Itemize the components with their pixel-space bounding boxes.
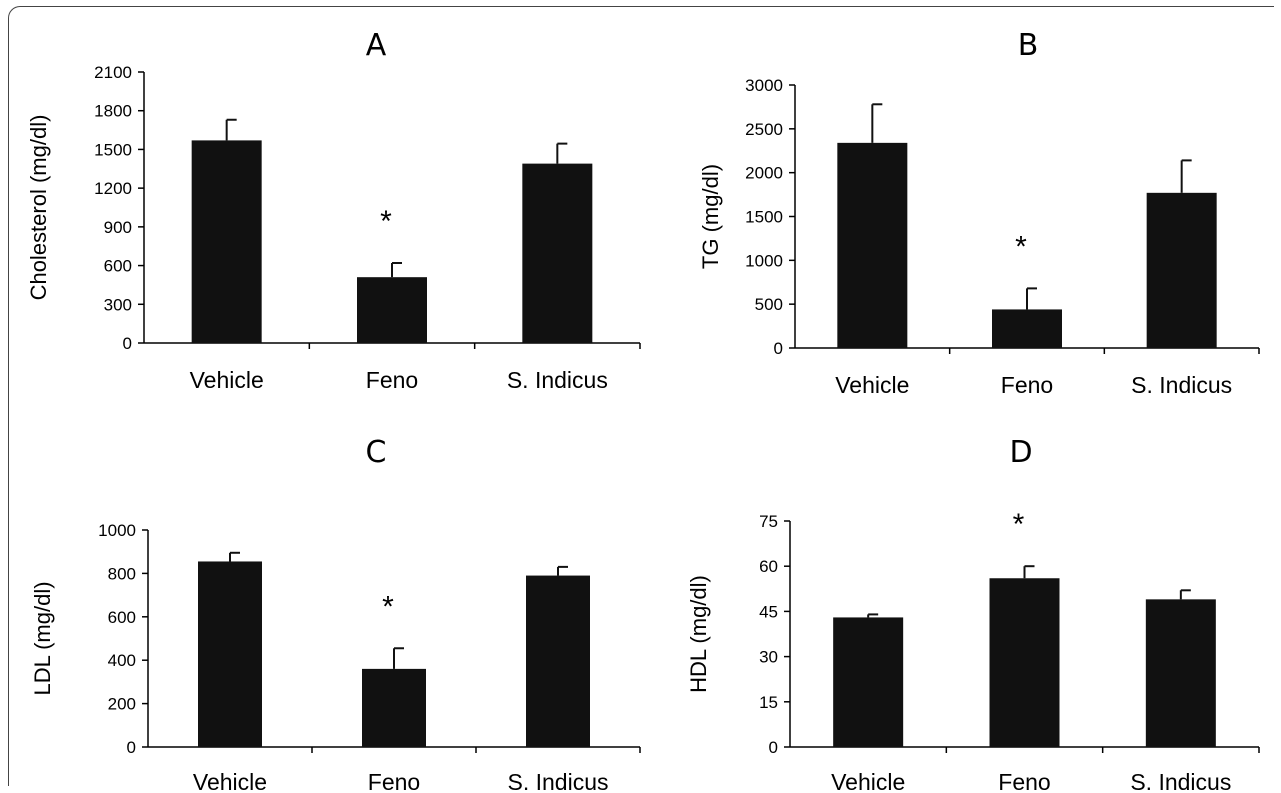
- x-category-label: Feno: [1001, 372, 1053, 398]
- bar: [357, 277, 427, 343]
- y-tick-label: 600: [108, 608, 136, 627]
- y-tick-label: 15: [759, 693, 778, 712]
- bar: [989, 578, 1060, 747]
- x-category-label: Feno: [998, 769, 1050, 793]
- y-tick-label: 1000: [98, 521, 136, 540]
- y-axis-label: LDL (mg/dl): [30, 581, 55, 695]
- bar: [833, 617, 904, 747]
- significance-marker: *: [382, 590, 394, 623]
- y-tick-label: 45: [759, 602, 778, 621]
- y-tick-label: 60: [759, 557, 778, 576]
- x-category-label: S. Indicus: [1130, 769, 1231, 793]
- y-tick-label: 200: [108, 695, 136, 714]
- y-tick-label: 900: [104, 218, 132, 237]
- x-category-label: S. Indicus: [507, 367, 608, 393]
- x-category-label: S. Indicus: [508, 769, 609, 793]
- y-tick-label: 1500: [745, 208, 783, 227]
- y-tick-label: 2100: [94, 63, 132, 82]
- y-tick-label: 3000: [745, 76, 783, 95]
- x-category-label: Vehicle: [831, 769, 905, 793]
- significance-marker: *: [1013, 508, 1025, 541]
- x-category-label: Vehicle: [835, 372, 909, 398]
- bar: [522, 163, 593, 343]
- bar: [1146, 192, 1217, 348]
- x-category-label: Feno: [366, 367, 418, 393]
- y-tick-label: 1500: [94, 140, 132, 159]
- x-category-label: Feno: [368, 769, 420, 793]
- y-tick-label: 0: [123, 334, 132, 353]
- bar: [198, 561, 262, 747]
- y-tick-label: 30: [759, 648, 778, 667]
- y-tick-label: 1200: [94, 179, 132, 198]
- y-tick-label: 0: [774, 339, 783, 358]
- bar: [526, 575, 590, 747]
- y-tick-label: 75: [759, 512, 778, 531]
- panel-title: C: [366, 435, 387, 470]
- y-axis-label: HDL (mg/dl): [686, 575, 711, 693]
- bar: [191, 140, 262, 343]
- significance-marker: *: [1015, 230, 1027, 263]
- y-tick-label: 1000: [745, 251, 783, 270]
- y-tick-label: 500: [755, 295, 783, 314]
- y-axis-label: Cholesterol (mg/dl): [26, 115, 51, 301]
- bar: [1145, 599, 1216, 747]
- y-tick-label: 0: [769, 738, 778, 757]
- panel-title: A: [366, 28, 387, 63]
- y-tick-label: 1800: [94, 102, 132, 121]
- x-category-label: Vehicle: [193, 769, 267, 793]
- panel-title: D: [1009, 435, 1032, 470]
- panel-title: B: [1018, 28, 1039, 63]
- y-tick-label: 300: [104, 295, 132, 314]
- significance-marker: *: [380, 205, 392, 238]
- x-category-label: S. Indicus: [1131, 372, 1232, 398]
- y-tick-label: 2500: [745, 120, 783, 139]
- figure-frame: [8, 6, 1274, 786]
- bar: [837, 142, 908, 348]
- y-tick-label: 800: [108, 564, 136, 583]
- x-category-label: Vehicle: [190, 367, 264, 393]
- y-tick-label: 400: [108, 651, 136, 670]
- y-tick-label: 2000: [745, 164, 783, 183]
- bar: [362, 668, 426, 747]
- y-tick-label: 0: [127, 738, 136, 757]
- bar: [992, 309, 1062, 348]
- y-axis-label: TG (mg/dl): [698, 164, 723, 269]
- y-tick-label: 600: [104, 257, 132, 276]
